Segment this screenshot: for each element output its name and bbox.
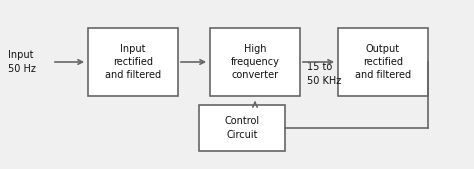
Text: Input
50 Hz: Input 50 Hz [8,50,36,74]
Text: Control
Circuit: Control Circuit [224,116,260,140]
Text: Output
rectified
and filtered: Output rectified and filtered [355,44,411,80]
Text: Input
rectified
and filtered: Input rectified and filtered [105,44,161,80]
Bar [210,28,300,96]
Bar [88,28,178,96]
Bar [338,28,428,96]
Bar [199,105,285,151]
Text: 15 to
50 KHz: 15 to 50 KHz [307,62,341,86]
Text: High
frequency
converter: High frequency converter [230,44,280,80]
